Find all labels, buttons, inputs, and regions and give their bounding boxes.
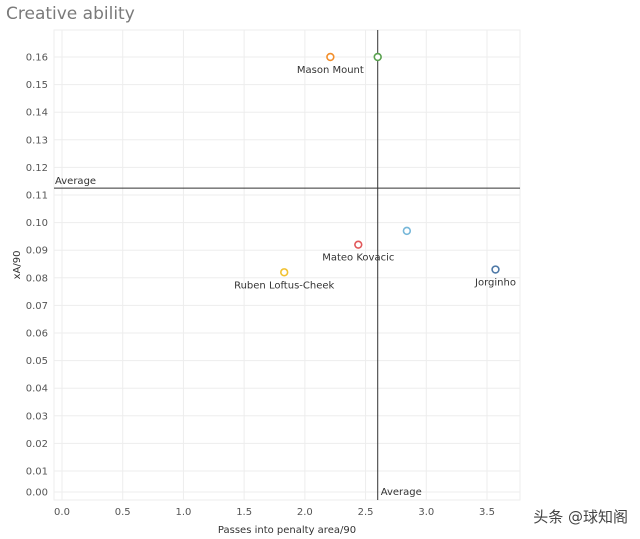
y-tick-label: 0.07 (26, 301, 48, 312)
y-tick-label: 0.10 (26, 218, 48, 229)
x-axis-label: Passes into penalty area/90 (218, 525, 356, 536)
data-point (280, 268, 289, 277)
y-tick-label: 0.03 (26, 411, 48, 422)
point-label: Ruben Loftus-Cheek (234, 280, 334, 291)
data-point (402, 226, 412, 236)
watermark: 头条 @球知阁 (533, 508, 628, 526)
reference-lines: Average Average (54, 30, 520, 500)
y-tick-label: 0.06 (26, 329, 48, 340)
data-point (326, 52, 335, 62)
x-tick-label: 2.5 (358, 507, 374, 518)
y-axis-label: xA/90 (12, 251, 23, 280)
y-tick-label: 0.00 (26, 488, 48, 499)
y-tick-label: 0.09 (26, 246, 48, 257)
data-point (354, 240, 363, 249)
x-tick-label: 1.5 (236, 507, 252, 518)
x-tick-label: 0.0 (54, 507, 70, 518)
data-point (373, 52, 382, 62)
point-label: Mason Mount (297, 65, 364, 76)
point-label: Mateo Kovacic (322, 253, 394, 264)
grid-lines (53, 29, 521, 501)
y-tick-label: 0.11 (26, 191, 48, 202)
y-tick-label: 0.16 (26, 53, 48, 64)
y-tick-label: 0.08 (26, 273, 48, 284)
average-label-vertical: Average (381, 487, 422, 498)
x-tick-label: 0.5 (115, 507, 131, 518)
data-points: Mason Mount Mateo Kovacic Ruben Loftus-Che… (234, 52, 516, 291)
y-tick-label: 0.05 (26, 356, 48, 367)
x-tick-label: 1.0 (175, 507, 191, 518)
y-tick-label: 0.14 (26, 108, 48, 119)
y-tick-label: 0.12 (26, 163, 48, 174)
average-label-horizontal: Average (55, 176, 96, 187)
chart-title: Creative ability (6, 4, 135, 24)
point-label: Jorginho (474, 278, 516, 289)
data-point (491, 265, 500, 274)
x-tick-label: 2.0 (297, 507, 313, 518)
y-tick-label: 0.13 (26, 135, 48, 146)
x-tick-label: 3.0 (418, 507, 434, 518)
x-tick-labels: 0.0 0.5 1.0 1.5 2.0 2.5 3.0 3.5 (54, 507, 495, 518)
y-tick-label: 0.01 (26, 467, 48, 478)
y-tick-label: 0.04 (26, 384, 48, 395)
plot-area (53, 29, 521, 501)
y-tick-label: 0.15 (26, 80, 48, 91)
x-tick-label: 3.5 (479, 507, 495, 518)
y-tick-label: 0.02 (26, 439, 48, 450)
y-tick-labels: 0.00 0.01 0.02 0.03 0.04 0.05 0.06 0.07 0.08 0.09… (26, 53, 48, 499)
